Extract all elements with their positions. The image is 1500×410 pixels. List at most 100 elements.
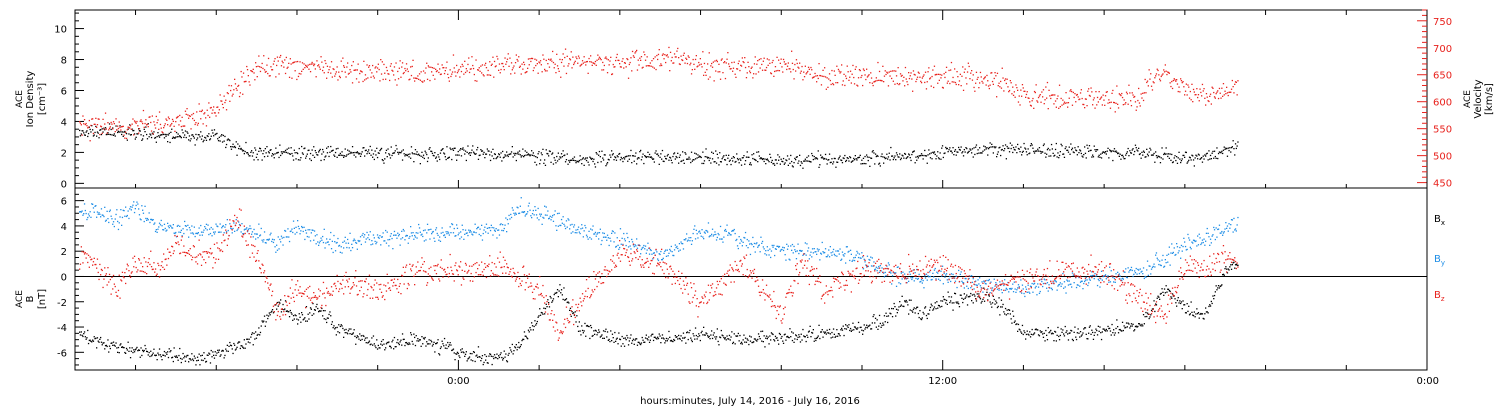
velocity-series-point [192, 117, 194, 120]
b-series-bx-point [413, 333, 415, 335]
b-series-bx-point [308, 318, 310, 320]
velocity-series-point [440, 73, 442, 75]
b-series-by-point [468, 231, 471, 233]
velocity-series-point [1108, 99, 1110, 101]
velocity-series-point [954, 68, 956, 70]
b-series-bx-point [996, 306, 999, 309]
b-series-bx-point [820, 331, 822, 333]
b-series-bx-point [1085, 333, 1087, 335]
density-series-point [825, 158, 827, 160]
velocity-series-point [1110, 101, 1112, 103]
b-series-bx-point [179, 357, 182, 360]
b-series-bx-point [548, 302, 550, 304]
density-series-point [1186, 162, 1188, 164]
velocity-series-point [811, 69, 813, 71]
velocity-series-point [1213, 96, 1216, 98]
density-series-point [1215, 157, 1217, 159]
b-series-bx-point [80, 331, 82, 333]
density-series-point [770, 161, 773, 163]
b-series-bx-point [117, 346, 120, 349]
velocity-series-point [238, 84, 240, 87]
density-series-point [744, 160, 747, 162]
b-series-bx-point [738, 340, 740, 342]
velocity-series-point [1174, 79, 1176, 81]
b-series-bx-point [239, 347, 241, 350]
b-series-bx-point [740, 341, 743, 343]
b-series-bx-point [648, 341, 651, 343]
density-series-point [550, 161, 552, 163]
density-series-point [698, 156, 700, 158]
velocity-series-point [167, 116, 170, 118]
b-series-bx-point [929, 306, 932, 309]
density-series-point [1085, 157, 1087, 159]
velocity-series-point [478, 67, 480, 69]
b-series-bx-point [757, 333, 760, 335]
velocity-tick-label: 650 [1433, 71, 1452, 82]
density-series-point [938, 158, 940, 160]
velocity-series-point [845, 77, 848, 80]
velocity-series-point [347, 73, 350, 75]
b-series-bx-point [479, 356, 481, 358]
b-series-bx-point [309, 307, 312, 309]
b-series-bx-point [849, 327, 852, 330]
b-series-bx-point [391, 341, 393, 343]
velocity-series-point [385, 66, 388, 69]
density-series-point [1145, 156, 1147, 158]
b-series-bx-point [170, 350, 172, 352]
b-series-bx-point [448, 344, 450, 346]
density-series-point [1231, 146, 1233, 148]
b-series-bx-point [487, 362, 489, 364]
density-series-point [1095, 150, 1097, 152]
velocity-series-point [1230, 91, 1232, 93]
density-series-point [420, 155, 422, 157]
velocity-series-point [732, 70, 734, 72]
b-series-bx-point [409, 343, 411, 345]
density-series-point [129, 134, 132, 136]
velocity-series-point [1097, 101, 1099, 103]
b-series-by-point [116, 209, 118, 211]
velocity-series-point [315, 76, 317, 78]
b-series-bx-point [562, 298, 564, 301]
density-series-point [789, 162, 791, 164]
b-series-by-point [173, 232, 175, 234]
b-series-bx-point [919, 310, 921, 312]
velocity-series-point [599, 57, 601, 60]
b-series-bx-point [107, 339, 109, 341]
b-series-bx-point [329, 311, 331, 313]
b-series-bx-point [563, 287, 565, 289]
b-series-bx-point [109, 347, 111, 350]
velocity-series-point [1223, 94, 1225, 96]
density-series-point [1148, 151, 1150, 153]
b-series-bx-point [630, 334, 632, 336]
velocity-series-point [933, 65, 936, 67]
b-series-bx-point [1225, 266, 1227, 268]
velocity-tick-label: 450 [1433, 179, 1452, 190]
density-series-point [774, 159, 777, 161]
velocity-series-point [120, 129, 122, 131]
b-series-bx-point [1021, 324, 1024, 327]
velocity-series-point [1148, 69, 1150, 71]
density-series-point [795, 159, 797, 161]
density-series-point [543, 162, 545, 164]
velocity-series-point [718, 63, 720, 65]
density-series-point [1171, 153, 1173, 156]
b-series-bx-point [301, 314, 304, 316]
density-series-point [552, 152, 554, 154]
density-series-point [292, 159, 295, 161]
b-series-bx-point [1082, 332, 1084, 334]
velocity-series-point [231, 95, 233, 97]
b-series-bx-point [931, 305, 933, 307]
b-series-by-point [137, 203, 139, 205]
velocity-series-point [362, 80, 364, 83]
density-series-point [657, 153, 659, 155]
density-series-point [144, 131, 146, 133]
velocity-series-point [217, 112, 220, 114]
density-series-point [711, 151, 713, 153]
density-series-point [158, 135, 160, 137]
density-series-point [633, 160, 635, 162]
b-series-bx-point [845, 324, 847, 326]
b-series-bx-point [886, 315, 888, 317]
velocity-series-point [1188, 97, 1191, 99]
b-series-by-point [361, 234, 363, 236]
b-series-bx-point [84, 336, 86, 338]
